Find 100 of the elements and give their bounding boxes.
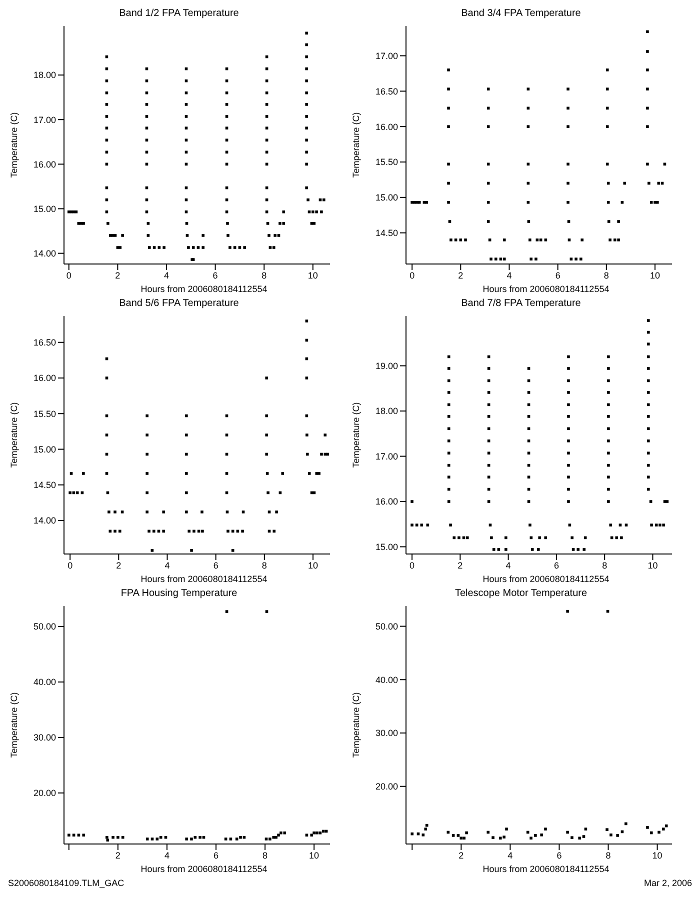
point: [112, 836, 114, 839]
point: [322, 830, 325, 833]
x-tick-label: 10: [309, 850, 320, 860]
y-tick-label: 14.50: [33, 480, 56, 490]
point: [486, 830, 490, 834]
point: [664, 824, 668, 828]
point: [650, 831, 653, 834]
point: [424, 828, 428, 830]
point: [77, 834, 80, 837]
y-tick-label: 16.50: [33, 338, 56, 348]
y-axis-title: Temperature (C): [9, 692, 20, 758]
point: [610, 834, 612, 836]
chart-title: Band 3/4 FPA Temperature: [460, 8, 582, 21]
point: [582, 835, 586, 838]
x-axis-title: Hours from 2006080184112554: [482, 284, 610, 294]
point: [264, 838, 268, 840]
x-tick-label: 0: [410, 560, 415, 570]
x-tick-label: 10: [650, 270, 660, 280]
point: [492, 836, 494, 839]
y-tick-label: 20.00: [33, 788, 56, 798]
point: [185, 838, 188, 840]
text: Mar 2, 2006: [642, 878, 692, 888]
x-tick-label: 2: [115, 850, 120, 860]
point: [235, 838, 238, 840]
point: [570, 836, 574, 839]
point: [316, 832, 318, 834]
point: [310, 834, 314, 837]
x-axis-title: Hours from 2006080184112554: [140, 574, 268, 584]
x-tick-label: 4: [506, 560, 511, 570]
x-tick-label: 6: [213, 850, 219, 860]
y-tick-label: 14.50: [375, 228, 398, 238]
y-tick-label: 14.00: [33, 248, 56, 258]
y-tick-label: 17.00: [375, 50, 398, 61]
x-axis-title: Hours from 2006080184112554: [140, 864, 268, 874]
point: [305, 834, 308, 837]
y-tick-label: 30.00: [33, 732, 56, 743]
x-axis-title: Hours from 2006080184112554: [482, 864, 610, 874]
x-axis-title: Hours from 2006080184112554: [140, 284, 268, 294]
chart-title: Telescope Motor Temperature: [454, 588, 588, 601]
x-tick-label: 2: [458, 560, 463, 570]
text: S2006080184109.TLM_GAC: [8, 878, 126, 888]
point: [624, 822, 628, 826]
y-tick-label: 50.00: [375, 621, 398, 632]
x-tick-label: 10: [308, 270, 318, 280]
y-tick-label: 16.00: [375, 496, 398, 507]
x-tick-label: 6: [212, 270, 218, 280]
chart-title: Band 5/6 FPA Temperature: [118, 298, 240, 311]
y-tick-label: 16.00: [33, 159, 56, 170]
y-axis-title: Temperature (C): [9, 112, 20, 178]
point: [72, 834, 76, 837]
point: [229, 838, 232, 840]
y-tick-label: 17.00: [33, 114, 56, 125]
point: [224, 838, 228, 840]
point: [584, 828, 588, 830]
point: [277, 834, 280, 837]
point: [274, 836, 278, 839]
point: [416, 832, 420, 836]
x-axis-title: Hours from 2006080184112554: [482, 574, 610, 584]
x-tick-label: 8: [606, 850, 611, 860]
y-tick-label: 16.50: [375, 86, 398, 96]
y-tick-label: 15.50: [375, 157, 398, 168]
point: [106, 838, 110, 842]
x-tick-label: 4: [164, 560, 170, 570]
x-tick-label: 4: [506, 270, 512, 280]
point: [239, 836, 242, 839]
y-tick-label: 18.00: [33, 70, 56, 80]
point: [456, 834, 460, 837]
point: [502, 836, 506, 838]
y-axis-title: Temperature (C): [351, 112, 362, 178]
y-tick-label: 40.00: [375, 674, 398, 685]
point: [146, 838, 149, 840]
chart-title: Band 7/8 FPA Temperature: [460, 298, 582, 311]
point: [566, 610, 569, 613]
point: [280, 832, 282, 834]
point: [116, 836, 120, 839]
x-tick-label: 8: [602, 560, 608, 570]
y-tick-label: 16.00: [375, 122, 398, 132]
chart-title: FPA Housing Temperature: [120, 588, 238, 601]
y-tick-label: 17.00: [375, 451, 398, 462]
x-tick-label: 2: [116, 560, 122, 570]
x-tick-label: 2: [458, 270, 464, 280]
y-axis-title: Temperature (C): [351, 692, 362, 758]
point: [106, 836, 108, 839]
x-tick-label: 0: [66, 270, 72, 280]
x-tick-label: 4: [164, 270, 170, 280]
y-tick-label: 19.00: [375, 360, 398, 371]
y-tick-label: 50.00: [33, 622, 56, 632]
y-tick-label: 18.00: [375, 406, 398, 416]
point: [156, 838, 159, 840]
point: [540, 834, 543, 836]
point: [190, 838, 193, 840]
point: [283, 832, 286, 834]
y-axis-title: Temperature (C): [9, 402, 20, 468]
x-tick-label: 2: [458, 850, 464, 860]
y-tick-label: 15.00: [375, 542, 398, 552]
point: [616, 834, 619, 837]
point: [422, 834, 425, 836]
x-tick-label: 8: [262, 270, 267, 280]
point: [312, 832, 316, 834]
point: [544, 828, 547, 830]
